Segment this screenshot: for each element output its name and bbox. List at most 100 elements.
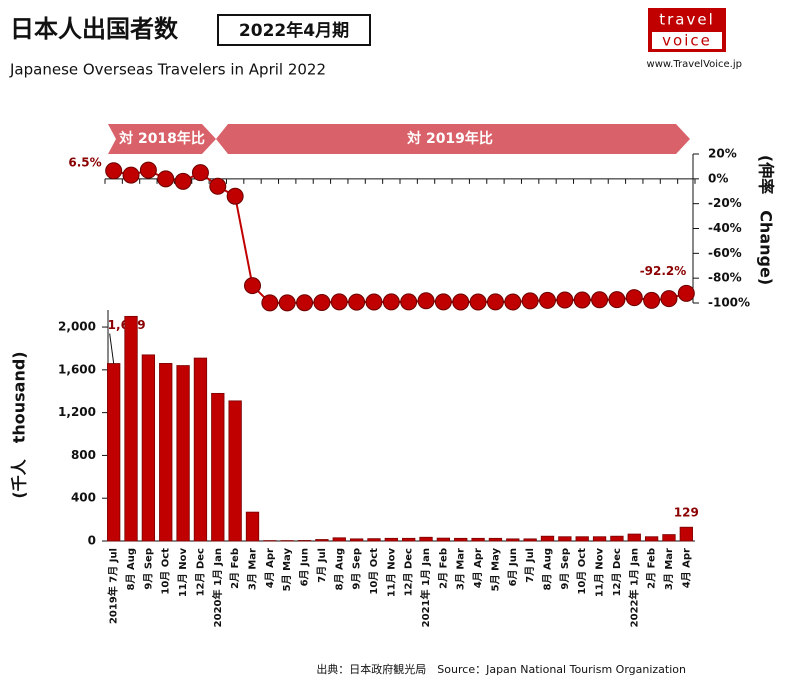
x-tick-label: 3月 Mar — [455, 548, 467, 590]
x-tick-label: 4月 Apr — [264, 548, 276, 588]
point — [539, 291, 556, 309]
bar — [488, 537, 503, 542]
bar — [297, 540, 312, 542]
point — [313, 294, 331, 312]
y-tick-label: 1,200 — [58, 405, 96, 419]
y2-tick-label: -80% — [708, 271, 742, 285]
logo-top: travel — [659, 11, 715, 29]
point — [139, 161, 157, 179]
bar — [211, 392, 225, 542]
point — [591, 291, 609, 309]
x-tick-label: 2020年 1月 Jan — [211, 548, 224, 627]
logo-inner — [652, 32, 722, 49]
point — [469, 293, 487, 311]
bar — [436, 537, 451, 542]
banner-label: 対 2018年比 — [118, 130, 205, 147]
y2-tick-label: -60% — [708, 246, 742, 260]
x-tick-label: 2月 Feb — [229, 548, 241, 589]
y2-tick-label: -20% — [708, 196, 742, 210]
banner-label: 対 2019年比 — [406, 130, 493, 147]
point — [573, 291, 591, 309]
x-tick-label: 2月 Feb — [646, 548, 658, 589]
x-tick-label: 12月 Dec — [403, 548, 415, 596]
x-tick-label: 12月 Dec — [611, 548, 623, 596]
banner — [216, 124, 690, 154]
subtitle: Japanese Overseas Travelers in April 202… — [9, 61, 326, 79]
point — [330, 293, 348, 311]
point — [244, 277, 261, 295]
bar — [558, 536, 572, 542]
point — [296, 294, 314, 312]
y2-axis-label: (伸率 Change) — [757, 155, 776, 285]
x-tick-label: 4月 Apr — [680, 548, 692, 588]
bar — [141, 354, 156, 542]
x-tick-label: 2月 Feb — [437, 548, 449, 589]
y-tick-label: 0 — [88, 534, 96, 548]
x-tick-label: 11月 Nov — [177, 548, 189, 598]
logo-bottom: voice — [662, 32, 712, 50]
x-tick-label: 10月 Oct — [160, 548, 172, 595]
point — [365, 293, 383, 311]
point — [486, 293, 504, 311]
bar — [332, 537, 346, 542]
bar — [679, 526, 693, 542]
x-tick-label: 5月 May — [281, 548, 293, 592]
bar — [662, 534, 676, 542]
y2-tick-label: 20% — [708, 147, 737, 161]
y-tick-label: 400 — [71, 491, 96, 505]
title: 日本人出国者数 — [10, 15, 179, 43]
x-tick-label: 9月 Sep — [559, 548, 571, 590]
bar — [176, 365, 190, 542]
point — [608, 291, 626, 309]
y-tick-label: 800 — [71, 448, 96, 462]
x-tick-label: 12月 Dec — [194, 548, 206, 596]
bar — [245, 511, 260, 542]
bar — [107, 363, 121, 542]
bar — [523, 538, 537, 542]
period-box — [217, 14, 371, 46]
bar — [349, 538, 364, 542]
y2-tick-label: 0% — [708, 171, 728, 185]
point — [521, 292, 539, 310]
point — [174, 172, 192, 190]
x-tick-label: 9月 Sep — [351, 548, 363, 590]
x-tick-label: 3月 Mar — [247, 548, 259, 590]
bar — [627, 533, 641, 542]
bar — [610, 535, 624, 542]
x-tick-label: 10月 Oct — [368, 548, 380, 595]
data-label: 6.5% — [68, 155, 101, 169]
leader — [109, 333, 115, 364]
period: 2022年4月期 — [239, 20, 349, 41]
x-tick-label: 9月 Sep — [142, 548, 154, 590]
x-tick-label: 8月 Aug — [125, 548, 137, 590]
y-axis-label: (千人 thousand) — [10, 351, 29, 498]
bar — [193, 357, 208, 542]
point — [157, 170, 175, 188]
bar — [367, 538, 381, 542]
point — [400, 293, 418, 311]
bar — [228, 400, 242, 542]
bar — [506, 538, 520, 542]
y-tick-label: 1,600 — [58, 362, 96, 376]
bar — [454, 537, 468, 542]
x-tick-label: 11月 Nov — [594, 548, 606, 598]
point — [504, 293, 522, 311]
x-tick-label: 2022年 1月 Jan — [627, 548, 640, 627]
x-tick-label: 10月 Oct — [576, 548, 588, 595]
data-label: -92.2% — [640, 264, 687, 278]
point — [122, 166, 140, 184]
bar — [592, 536, 607, 542]
url: www.TravelVoice.jp — [647, 59, 742, 70]
x-tick-label: 8月 Aug — [542, 548, 554, 590]
source: 出典：日本政府観光局 Source：Japan National Tourism… — [316, 662, 686, 676]
bar — [644, 536, 659, 542]
bar — [575, 536, 589, 542]
x-tick-label: 5月 May — [489, 548, 501, 592]
point — [625, 289, 643, 307]
x-tick-label: 11月 Nov — [385, 548, 397, 598]
bar — [159, 363, 173, 542]
point — [209, 177, 227, 195]
banner — [108, 124, 216, 154]
bar — [124, 315, 138, 542]
bar — [540, 535, 555, 542]
